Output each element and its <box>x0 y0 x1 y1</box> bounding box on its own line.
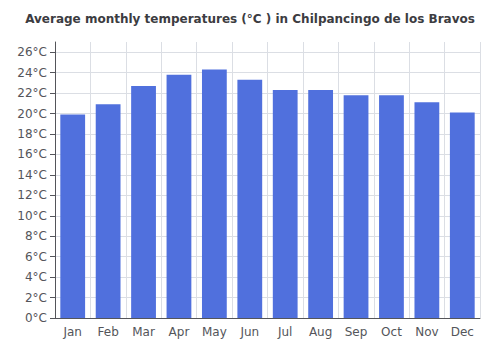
svg-text:Mar: Mar <box>132 325 155 339</box>
svg-text:May: May <box>202 325 227 339</box>
svg-text:8°C: 8°C <box>25 229 47 243</box>
svg-text:Apr: Apr <box>169 325 190 339</box>
svg-text:Jul: Jul <box>277 325 292 339</box>
svg-text:Average monthly temperatures (: Average monthly temperatures (°C ) in Ch… <box>25 12 475 26</box>
svg-text:Dec: Dec <box>451 325 474 339</box>
svg-text:10°C: 10°C <box>17 209 47 223</box>
svg-text:2°C: 2°C <box>25 291 47 305</box>
svg-text:6°C: 6°C <box>25 250 47 264</box>
svg-text:16°C: 16°C <box>17 147 47 161</box>
svg-text:22°C: 22°C <box>17 86 47 100</box>
svg-text:0°C: 0°C <box>25 311 47 325</box>
svg-text:24°C: 24°C <box>17 66 47 80</box>
svg-text:Aug: Aug <box>309 325 332 339</box>
svg-text:Sep: Sep <box>345 325 368 339</box>
svg-text:4°C: 4°C <box>25 270 47 284</box>
svg-text:Jan: Jan <box>62 325 82 339</box>
svg-text:14°C: 14°C <box>17 168 47 182</box>
svg-text:Jun: Jun <box>239 325 259 339</box>
svg-text:26°C: 26°C <box>17 45 47 59</box>
svg-text:20°C: 20°C <box>17 107 47 121</box>
svg-text:18°C: 18°C <box>17 127 47 141</box>
svg-text:Nov: Nov <box>415 325 438 339</box>
svg-text:12°C: 12°C <box>17 188 47 202</box>
svg-text:Oct: Oct <box>381 325 402 339</box>
svg-text:Feb: Feb <box>98 325 119 339</box>
